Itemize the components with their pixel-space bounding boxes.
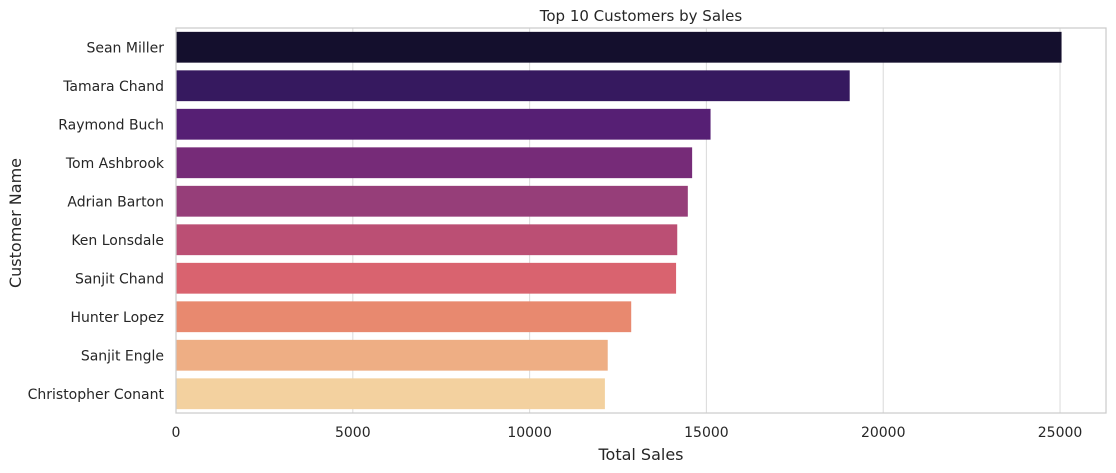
y-tick-label: Christopher Conant [28,387,165,403]
y-tick-label: Tom Ashbrook [65,156,165,172]
bar [176,108,711,140]
x-tick-label: 10000 [507,425,552,441]
bar [176,378,605,410]
chart-title: Top 10 Customers by Sales [539,7,743,25]
bar [176,339,608,371]
labels-layer: 0 5000 10000 15000 20000 25000 Sean Miller Tama… [28,40,1083,441]
x-tick-label: 15000 [684,425,729,441]
bar [176,31,1062,63]
bar [176,70,850,102]
bar [176,224,678,256]
x-tick-label: 25000 [1038,425,1083,441]
y-tick-label: Sean Miller [86,40,164,56]
x-tick-label: 20000 [861,425,906,441]
y-tick-label: Sanjit Engle [81,348,164,364]
y-axis-title: Customer Name [6,158,25,288]
bar [176,301,632,333]
bar [176,262,677,294]
y-tick-label: Sanjit Chand [75,271,164,287]
y-tick-label: Tamara Chand [62,79,164,95]
plot-frame [175,27,1107,414]
x-tick-label: 0 [172,425,181,441]
x-tick-label: 5000 [335,425,371,441]
bars-layer [176,31,1062,410]
axes-layer [175,27,1107,414]
y-tick-label: Ken Lonsdale [71,233,164,249]
y-tick-label: Adrian Barton [67,194,164,210]
x-axis-title: Total Sales [597,445,683,464]
y-tick-label: Raymond Buch [58,117,164,133]
bar [176,185,688,217]
y-tick-label: Hunter Lopez [70,310,164,326]
bar [176,147,693,179]
